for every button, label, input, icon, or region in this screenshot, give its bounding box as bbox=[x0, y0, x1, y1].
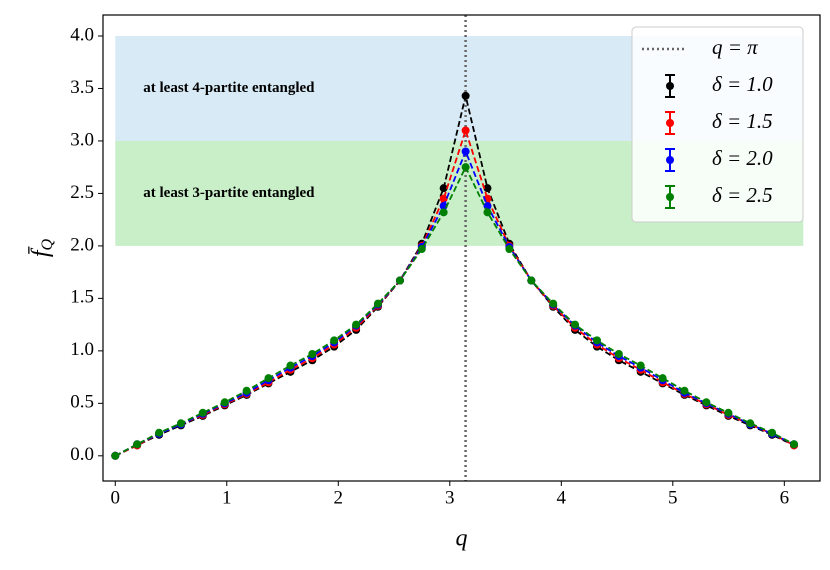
y-tick-label: 2.5 bbox=[70, 182, 94, 203]
band-label: at least 4-partite entangled bbox=[143, 80, 315, 96]
point bbox=[286, 361, 295, 370]
point bbox=[198, 408, 207, 417]
point bbox=[461, 126, 470, 135]
point bbox=[373, 299, 382, 308]
point bbox=[702, 398, 711, 407]
legend-label: δ = 1.0 bbox=[712, 72, 773, 96]
point bbox=[220, 398, 229, 407]
y-tick-label: 4.0 bbox=[70, 24, 94, 45]
point bbox=[461, 91, 470, 100]
point bbox=[264, 374, 273, 383]
legend-swatch bbox=[666, 119, 674, 127]
legend-swatch bbox=[666, 156, 674, 164]
y-tick-label: 3.5 bbox=[70, 77, 94, 98]
x-tick-label: 3 bbox=[445, 487, 455, 508]
point bbox=[352, 320, 361, 329]
y-tick-label: 1.5 bbox=[70, 287, 94, 308]
y-tick-label: 0.0 bbox=[70, 444, 94, 465]
point bbox=[461, 163, 470, 172]
point bbox=[242, 386, 251, 395]
x-tick-label: 4 bbox=[557, 487, 567, 508]
point bbox=[549, 299, 558, 308]
y-axis-label-main: f̄ bbox=[28, 246, 54, 257]
point bbox=[483, 184, 492, 193]
legend-label: δ = 1.5 bbox=[712, 109, 773, 133]
y-tick-label: 0.5 bbox=[70, 392, 94, 413]
point bbox=[417, 245, 426, 254]
point bbox=[658, 374, 667, 383]
point bbox=[571, 320, 580, 329]
point bbox=[680, 386, 689, 395]
point bbox=[724, 408, 733, 417]
point bbox=[439, 202, 448, 211]
y-tick-label: 3.0 bbox=[70, 129, 94, 150]
point bbox=[483, 208, 492, 217]
point bbox=[746, 419, 755, 428]
point bbox=[308, 350, 317, 359]
point bbox=[439, 194, 448, 203]
plot-frame bbox=[102, 14, 821, 482]
point bbox=[330, 336, 339, 345]
y-tick-label: 1.0 bbox=[70, 339, 94, 360]
point bbox=[155, 428, 164, 437]
point bbox=[439, 184, 448, 193]
y-axis-label: f̄Q bbox=[28, 238, 56, 257]
x-tick-label: 5 bbox=[668, 487, 678, 508]
x-axis-label: q bbox=[456, 526, 468, 552]
band-label: at least 3-partite entangled bbox=[143, 185, 315, 201]
legend-label: q = π bbox=[712, 35, 758, 59]
x-tick-label: 2 bbox=[334, 487, 344, 508]
point bbox=[790, 440, 799, 449]
point bbox=[636, 361, 645, 370]
point bbox=[439, 208, 448, 217]
legend-swatch bbox=[666, 82, 674, 90]
legend-swatch bbox=[666, 193, 674, 201]
point bbox=[111, 451, 120, 460]
x-tick-label: 1 bbox=[222, 487, 232, 508]
point bbox=[461, 147, 470, 156]
y-axis-label-sub: Q bbox=[39, 238, 56, 250]
point bbox=[176, 419, 185, 428]
legend-label: δ = 2.5 bbox=[712, 183, 773, 207]
point bbox=[592, 336, 601, 345]
point bbox=[527, 276, 536, 285]
point bbox=[133, 440, 142, 449]
point bbox=[768, 428, 777, 437]
x-tick-label: 6 bbox=[780, 487, 790, 508]
series-line bbox=[114, 165, 795, 457]
legend-label: δ = 2.0 bbox=[712, 146, 773, 170]
x-tick-label: 0 bbox=[111, 487, 121, 508]
point bbox=[614, 350, 623, 359]
point bbox=[505, 245, 514, 254]
point bbox=[395, 276, 404, 285]
y-tick-label: 2.0 bbox=[70, 234, 94, 255]
